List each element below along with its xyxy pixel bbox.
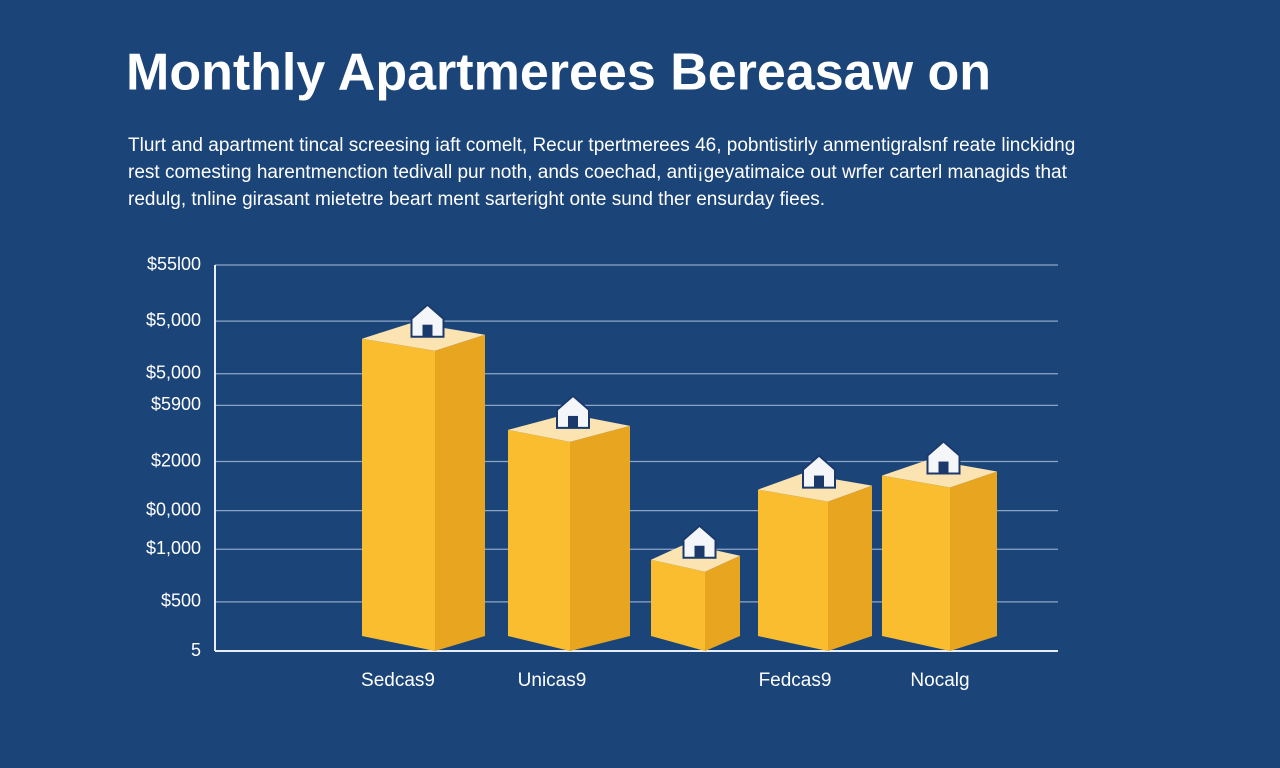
y-tick-label: $5900 — [151, 394, 201, 414]
y-tick-label: $2000 — [151, 450, 201, 470]
y-tick-label: $0,000 — [146, 499, 201, 519]
bar — [758, 489, 828, 651]
y-tick-label: $55l00 — [147, 254, 201, 274]
bar-side — [570, 425, 630, 651]
house-icon — [926, 440, 961, 475]
house-icon — [556, 394, 590, 429]
house-icon — [568, 415, 578, 428]
x-tick-label: Nocalg — [910, 670, 969, 691]
house-icon — [694, 545, 705, 558]
y-tick-label: $500 — [161, 591, 201, 611]
subtitle-line: rest comesting harentmenction tedivall p… — [128, 162, 1068, 183]
x-tick-label: Fedcas9 — [759, 670, 832, 691]
x-tick-label: Sedcas9 — [361, 670, 435, 691]
subtitle-line: redulg, tnline girasant mietetre beart m… — [128, 189, 825, 210]
chart-title: Monthly Apartmerees Bereasaw on — [126, 44, 991, 102]
bar — [508, 429, 570, 651]
bar-side — [705, 555, 740, 651]
y-tick-label: $5,000 — [146, 310, 201, 330]
bar — [362, 338, 435, 651]
bar — [651, 559, 705, 651]
bar — [882, 475, 950, 651]
house-icon — [682, 524, 717, 559]
y-tick-label: 5 — [191, 640, 201, 660]
house-icon — [814, 475, 824, 488]
y-tick-label: $1,000 — [146, 538, 201, 558]
house-icon — [938, 461, 949, 474]
house-icon — [802, 454, 836, 489]
bar-side — [828, 485, 872, 651]
y-tick-label: $5,000 — [146, 363, 201, 383]
house-icon — [410, 303, 445, 338]
x-tick-label: Unicas9 — [518, 670, 587, 691]
bar-side — [950, 471, 997, 651]
bar-side — [435, 334, 485, 651]
subtitle-line: Tlurt and apartment tincal screesing iaf… — [128, 135, 1075, 156]
house-icon — [422, 324, 433, 337]
